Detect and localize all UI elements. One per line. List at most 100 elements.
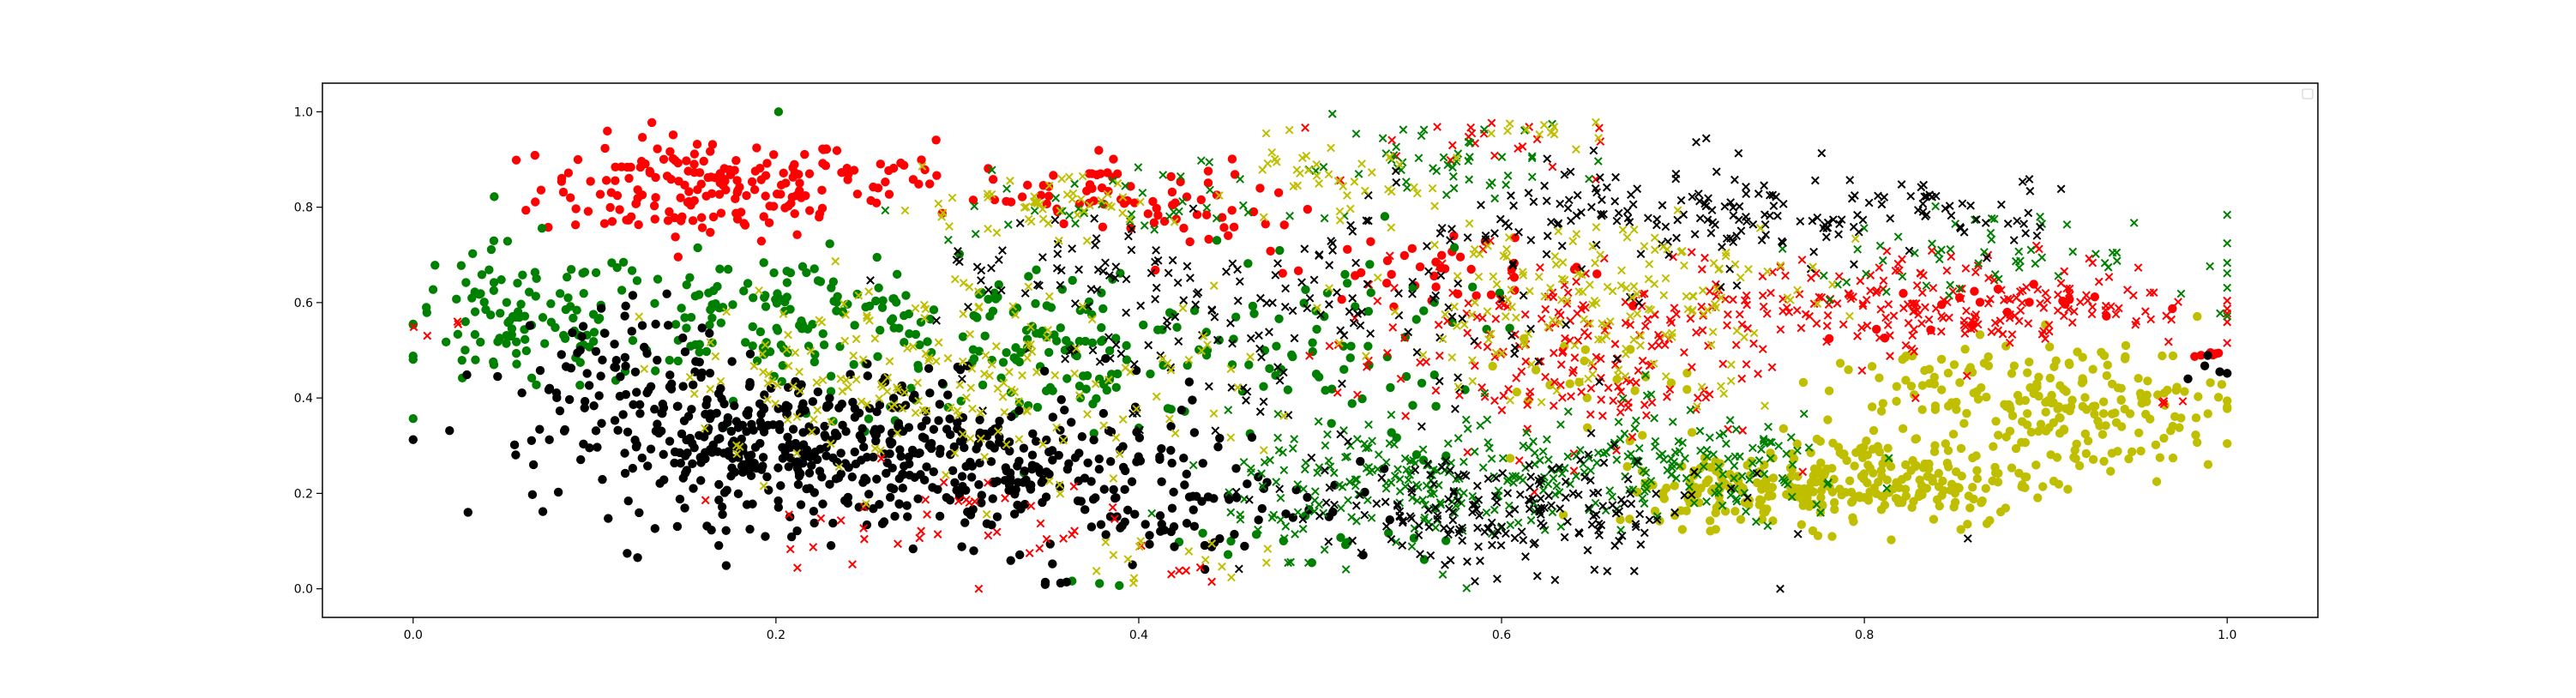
dot-point — [2171, 386, 2181, 395]
dot-point — [1157, 444, 1166, 454]
cross-point — [1104, 333, 1113, 342]
dot-point — [460, 346, 470, 355]
cross-point — [2025, 175, 2034, 184]
dot-point — [1582, 423, 1592, 432]
dot-point — [739, 286, 749, 296]
cross-point — [1494, 491, 1503, 501]
cross-point — [2034, 244, 2043, 254]
cross-point — [1636, 331, 1646, 340]
dot-point — [1949, 502, 1959, 512]
cross-point — [1846, 294, 1856, 304]
dot-point — [2143, 376, 2152, 386]
cross-point — [1615, 536, 1623, 545]
cross-point — [1362, 464, 1371, 473]
dot-point — [874, 283, 883, 292]
cross-point — [1053, 250, 1062, 259]
cross-point — [1118, 208, 1127, 218]
cross-point — [1101, 258, 1110, 268]
dot-point — [668, 153, 678, 164]
cross-point — [706, 384, 715, 394]
cross-point — [1549, 348, 1558, 358]
cross-point — [1874, 191, 1882, 201]
dot-point — [532, 380, 541, 390]
dot-point — [816, 444, 825, 454]
cross-point — [711, 352, 720, 361]
cross-point — [1575, 377, 1585, 387]
dot-point — [1408, 400, 1417, 410]
cross-point — [1928, 239, 1936, 249]
cross-point — [1171, 312, 1180, 322]
cross-point — [1497, 406, 1507, 415]
dot-point — [716, 208, 726, 218]
cross-point — [2129, 218, 2139, 227]
cross-point — [1605, 486, 1615, 495]
cross-point — [1020, 289, 1030, 298]
cross-point — [1329, 468, 1339, 478]
dot-point — [678, 382, 688, 391]
cross-point — [1634, 366, 1643, 376]
cross-point — [1764, 422, 1773, 431]
cross-point — [882, 387, 892, 396]
cross-point — [1853, 210, 1862, 220]
cross-point — [1937, 245, 1946, 255]
cross-point — [1309, 275, 1319, 285]
cross-point — [1702, 445, 1712, 454]
dot-point — [1247, 432, 1257, 442]
dot-point — [933, 484, 942, 494]
dot-point — [748, 341, 757, 351]
dot-point — [1505, 323, 1514, 333]
cross-point — [1410, 524, 1419, 533]
cross-point — [1586, 358, 1596, 367]
dot-point — [810, 264, 819, 274]
cross-point — [1720, 202, 1730, 211]
dot-point — [929, 424, 939, 434]
cross-point — [1546, 128, 1556, 137]
dot-point — [611, 176, 620, 185]
cross-point — [1722, 439, 1730, 448]
cross-point — [1255, 407, 1265, 417]
cross-point — [817, 317, 827, 327]
dot-point — [1736, 514, 1746, 524]
dot-point — [680, 503, 689, 513]
cross-point — [1550, 377, 1559, 387]
cross-point — [1608, 501, 1617, 510]
cross-point — [1435, 262, 1444, 271]
cross-point — [1562, 299, 1572, 309]
dot-point — [702, 521, 712, 531]
dot-point — [701, 454, 710, 464]
dot-point — [1203, 166, 1213, 176]
cross-point — [1705, 286, 1714, 296]
dot-point — [892, 269, 902, 280]
dot-point — [2159, 433, 2169, 443]
dot-point — [1917, 381, 1928, 390]
cross-point — [1242, 396, 1250, 405]
dot-point — [408, 354, 418, 364]
cross-point — [1484, 335, 1493, 344]
dot-point — [1572, 262, 1581, 272]
cross-point — [1361, 443, 1370, 453]
dot-point — [677, 212, 687, 221]
cross-point — [836, 515, 846, 525]
dot-point — [834, 473, 844, 483]
dot-point — [1970, 286, 1979, 296]
cross-point — [1540, 503, 1550, 513]
cross-point — [1526, 515, 1536, 525]
cross-point — [1497, 349, 1507, 358]
dot-point — [1340, 269, 1350, 280]
cross-point — [1178, 196, 1187, 206]
cross-point — [1650, 280, 1659, 289]
cross-point — [1235, 277, 1244, 286]
cross-point — [1175, 566, 1183, 575]
cross-point — [1762, 309, 1772, 318]
cross-point — [1732, 281, 1742, 290]
dot-point — [2083, 436, 2093, 446]
dot-point — [932, 171, 942, 180]
dot-point — [721, 526, 731, 535]
cross-point — [1760, 469, 1769, 478]
cross-point — [2088, 303, 2098, 311]
cross-point — [1756, 445, 1766, 454]
cross-point — [1573, 190, 1582, 200]
dot-point — [815, 212, 824, 222]
cross-point — [1911, 394, 1920, 403]
cross-point — [840, 336, 850, 346]
